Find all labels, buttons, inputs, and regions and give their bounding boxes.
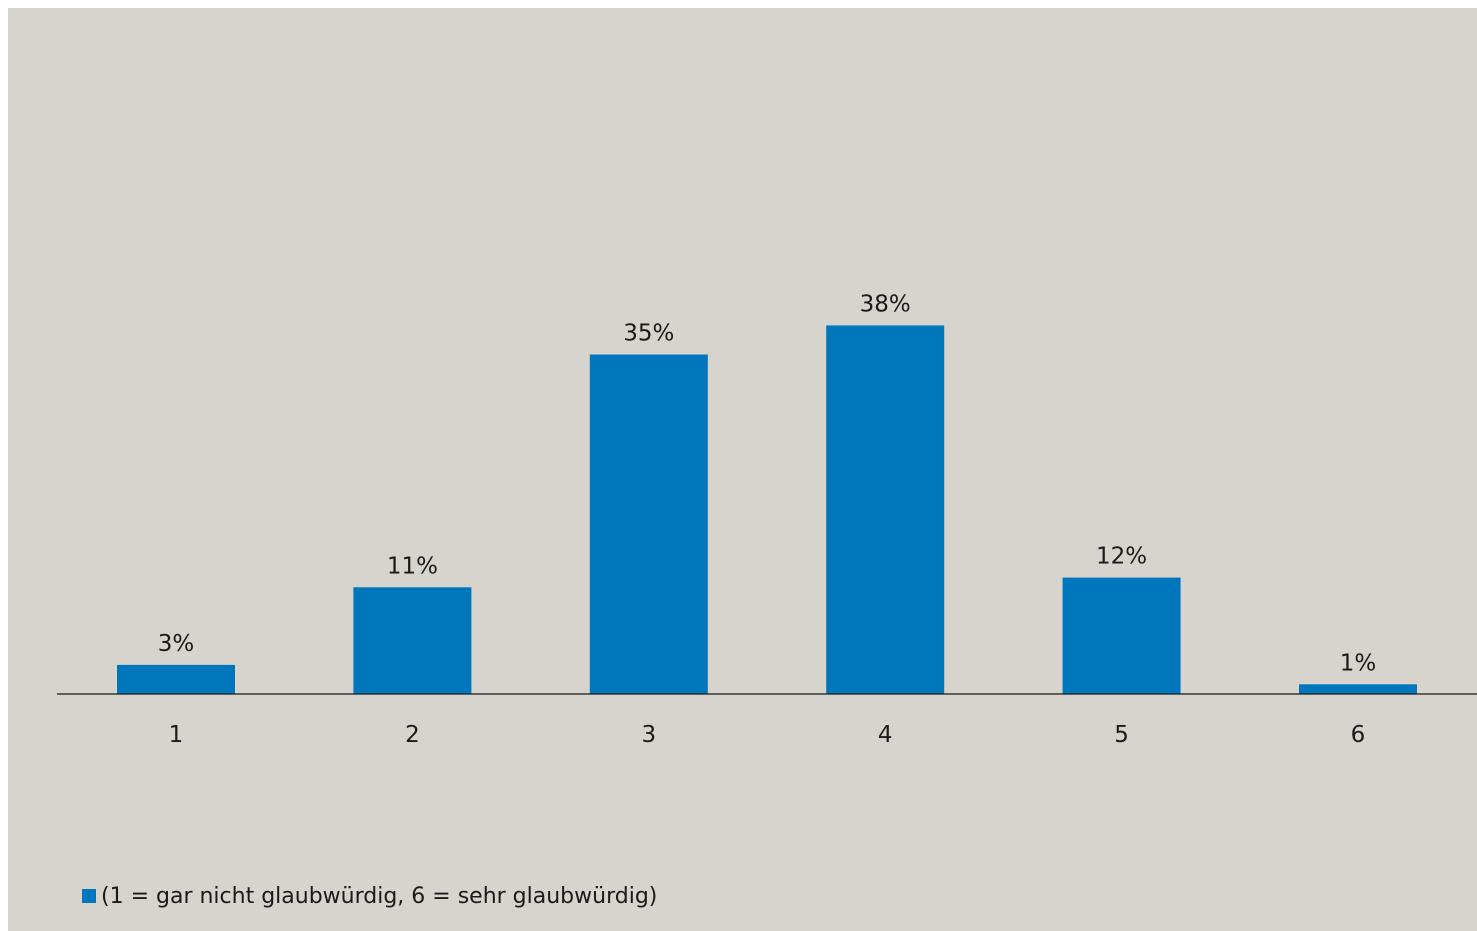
x-tick-label-5: 5 xyxy=(1114,722,1129,748)
bars-group xyxy=(117,325,1417,694)
x-tick-label-4: 4 xyxy=(878,722,893,748)
bar-1 xyxy=(117,664,235,694)
data-label-6: 1% xyxy=(1340,650,1377,676)
x-tick-label-6: 6 xyxy=(1351,722,1366,748)
bar-5 xyxy=(1062,577,1181,694)
legend: (1 = gar nicht glaubwürdig, 6 = sehr gla… xyxy=(82,882,657,910)
data-label-4: 38% xyxy=(860,291,911,317)
x-tick-label-1: 1 xyxy=(169,722,184,748)
bar-3 xyxy=(589,354,708,694)
chart-panel xyxy=(8,8,1477,931)
x-tick-labels-group: 1 2 3 4 5 6 xyxy=(169,722,1366,748)
data-label-3: 35% xyxy=(623,321,674,347)
x-tick-label-2: 2 xyxy=(405,722,420,748)
legend-label: (1 = gar nicht glaubwürdig, 6 = sehr gla… xyxy=(101,883,658,909)
bar-4 xyxy=(826,325,945,694)
bar-6 xyxy=(1299,684,1417,694)
data-label-1: 3% xyxy=(158,631,195,657)
bar-2 xyxy=(353,587,472,694)
data-label-5: 12% xyxy=(1096,544,1147,570)
x-tick-label-3: 3 xyxy=(641,722,656,748)
data-labels-group: 3% 11% 35% 38% 12% 1% xyxy=(158,291,1377,676)
legend-swatch xyxy=(82,889,96,903)
data-label-2: 11% xyxy=(387,553,438,579)
